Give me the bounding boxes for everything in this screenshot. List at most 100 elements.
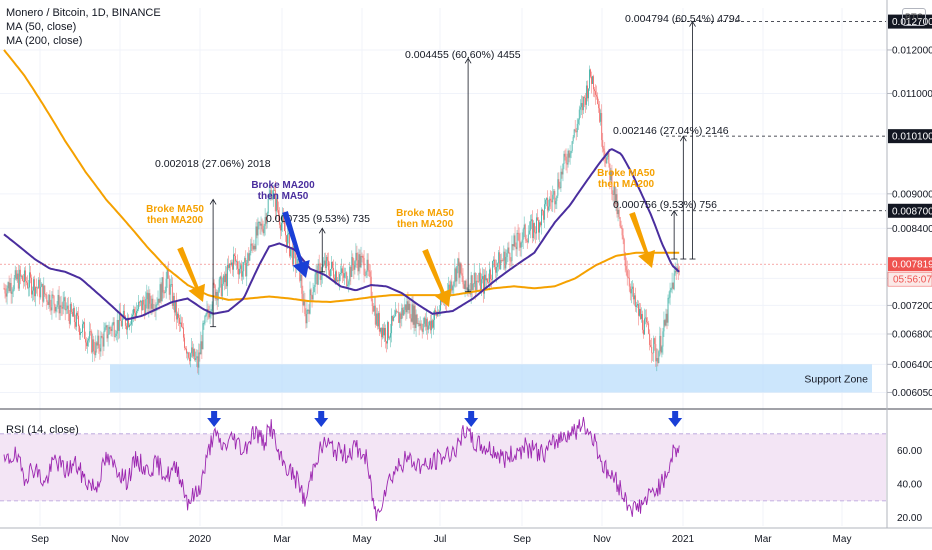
candle-body [621, 227, 623, 236]
candle-body [156, 304, 158, 306]
candle-body [568, 150, 570, 158]
price-tick-label: 0.006400 [892, 360, 932, 371]
candle-body [27, 282, 28, 288]
candle-body [559, 187, 561, 189]
candle-body [323, 260, 325, 265]
candle-body [373, 305, 375, 312]
candle-body [316, 270, 318, 285]
candle-body [481, 276, 483, 280]
candle-body [609, 163, 611, 181]
candle-body [326, 256, 328, 261]
candle-body [663, 320, 665, 332]
candle-body [209, 312, 211, 318]
measure-arrowhead [464, 57, 472, 64]
candle-body [100, 335, 102, 352]
candle-body [165, 278, 167, 292]
candle-body [253, 245, 255, 250]
candle-body [221, 283, 223, 297]
candle-body [567, 150, 569, 165]
candle-body [118, 311, 120, 331]
candle-body [665, 313, 667, 326]
candle-body [187, 352, 189, 354]
candle-body [461, 273, 463, 276]
candle-body [183, 327, 184, 338]
candle-body [310, 289, 312, 296]
rsi-line [3, 416, 680, 522]
candle-body [80, 332, 81, 335]
candle-body [630, 288, 632, 294]
candle-body [122, 310, 124, 319]
price-tick-label: 0.009000 [892, 189, 932, 200]
candle-body [571, 141, 573, 152]
candle-body [365, 271, 367, 276]
candle-body [338, 280, 340, 281]
candle-body [164, 291, 166, 293]
time-tick-label: Sep [31, 534, 49, 545]
candle-body [185, 347, 187, 349]
candle-body [360, 256, 362, 268]
candle-body [660, 335, 662, 353]
candle-body [460, 263, 462, 274]
candle-body [498, 252, 500, 264]
candle-body [81, 331, 82, 333]
candle-body [576, 123, 578, 133]
candle-body [532, 223, 534, 239]
candle-body [588, 88, 589, 99]
candle-body [171, 283, 173, 306]
rsi-marker-arrow [314, 411, 329, 427]
candle-body [300, 274, 302, 281]
candle-body [541, 209, 542, 226]
candle-body [591, 76, 592, 84]
candle-body [32, 290, 34, 295]
candle-body [549, 198, 551, 207]
candle-body [256, 226, 258, 236]
candle-body [415, 314, 417, 328]
candle-body [265, 217, 267, 224]
ma50-legend[interactable]: MA (50, close) [6, 21, 77, 33]
measure-label: 0.002146 (27.04%) 2146 [613, 125, 729, 137]
candle-body [58, 294, 60, 314]
current-price-value: 0.007819 [892, 260, 932, 271]
candle-body [346, 272, 348, 287]
candle-body [6, 288, 8, 297]
candle-body [468, 289, 470, 292]
candle-body [217, 291, 219, 301]
candle-body [260, 223, 262, 226]
candle-body [116, 319, 118, 334]
symbol-title[interactable]: Monero / Bitcoin, 1D, BINANCE [6, 7, 161, 19]
candle-body [612, 194, 614, 195]
candle-body [386, 341, 387, 344]
candle-body [413, 305, 415, 325]
candle-body [586, 85, 588, 99]
currency-badge[interactable]: BTC [902, 8, 926, 26]
candle-body [610, 170, 612, 181]
candle-body [39, 279, 41, 298]
candle-body [659, 335, 661, 352]
candle-body [390, 333, 392, 338]
candle-body [17, 273, 19, 289]
rsi-legend[interactable]: RSI (14, close) [6, 424, 79, 436]
measure-label: 0.000735 (9.53%) 735 [266, 213, 370, 225]
candle-body [53, 295, 55, 305]
candle-body [329, 269, 331, 277]
candle-body [574, 129, 576, 132]
candle-body [502, 260, 504, 262]
candle-body [462, 275, 464, 285]
candle-body [216, 291, 218, 301]
candle-body [545, 200, 547, 205]
candle-body [636, 304, 638, 306]
candle-body [318, 263, 320, 266]
candle-body [375, 313, 377, 325]
candle-body [474, 272, 476, 291]
candle-body [671, 282, 673, 289]
candle-body [201, 341, 203, 350]
candle-body [205, 314, 207, 316]
candle-body [384, 327, 385, 336]
candle-body [492, 261, 494, 280]
candle-body [292, 247, 294, 265]
candle-body [124, 316, 126, 326]
ma200-legend[interactable]: MA (200, close) [6, 35, 83, 47]
candle-body [392, 315, 394, 321]
